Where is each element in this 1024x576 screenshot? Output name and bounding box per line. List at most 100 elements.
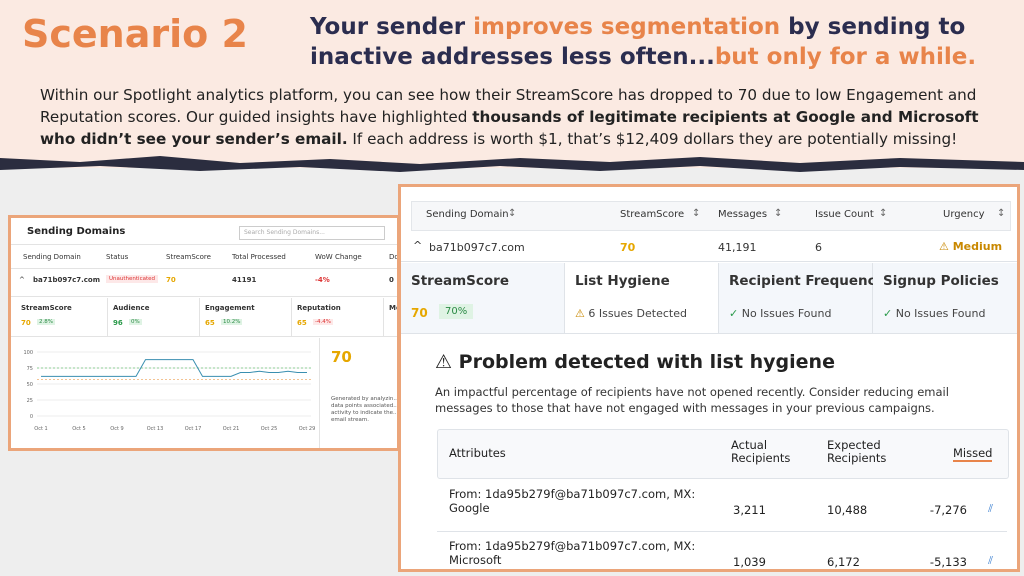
status-text: 6 Issues Detected <box>588 307 687 320</box>
panel-title: Sending Domains <box>27 226 126 237</box>
attributes-header <box>437 429 1009 479</box>
problem-text: An impactful percentage of recipients ha… <box>435 385 949 415</box>
y-tick-label: 50 <box>27 382 33 388</box>
x-tick-label: Oct 21 <box>223 426 240 432</box>
wow-change: -4% <box>315 276 330 284</box>
column-header: StreamScore <box>166 253 211 261</box>
y-tick-label: 100 <box>23 350 33 356</box>
warning-icon: ⚠ <box>435 351 459 373</box>
sort-icon: ↕ <box>508 208 517 219</box>
sort-icon: ↕ <box>997 208 1006 219</box>
score-value: 65 <box>205 319 215 327</box>
headline-part: Your sender <box>310 14 474 40</box>
actual: 3,211 <box>733 503 766 517</box>
card-signup-policies[interactable]: Signup Policies ✓ No Issues Found <box>873 263 1017 333</box>
score-label: Reputation <box>297 304 341 312</box>
x-tick-label: Oct 17 <box>185 426 202 432</box>
divider <box>291 298 292 336</box>
x-tick-label: Oct 29 <box>299 426 316 432</box>
y-tick-label: 25 <box>27 398 33 404</box>
side-score: 70 <box>331 348 352 366</box>
intro-part: thousands of legitimate recipients at Go… <box>40 108 979 148</box>
problem-title-text: Problem detected with list hygiene <box>458 351 835 373</box>
divider <box>11 336 397 337</box>
headline: Your sender improves segmentation by sen… <box>310 12 990 72</box>
headline-part: but only for a while. <box>714 44 977 70</box>
urgency: ⚠ Medium <box>939 240 1002 253</box>
card-recipient-frequency[interactable]: Recipient Frequency ✓ No Issues Found <box>719 263 884 333</box>
trend-icon: ⫽ <box>988 502 993 515</box>
score-line <box>41 359 307 377</box>
score-label: Audience <box>113 304 150 312</box>
side-text: Generated by analyzin... data points ass… <box>331 396 399 423</box>
card-streamscore[interactable]: StreamScore 70 70% <box>401 263 565 333</box>
headline-part: improves segmentation <box>473 14 781 40</box>
issue-count: 6 <box>815 241 822 254</box>
divider <box>11 244 397 245</box>
y-tick-label: 75 <box>27 366 33 372</box>
total-processed: 41191 <box>232 276 257 284</box>
card-status: ⚠ 6 Issues Detected <box>575 307 687 320</box>
trend-icon: ⫽ <box>988 554 993 567</box>
score-value: 70 <box>21 319 31 327</box>
urgency-value: Medium <box>952 240 1003 253</box>
card-title: Recipient Frequency <box>729 273 885 289</box>
sort-icon: ↕ <box>692 208 701 219</box>
intro-part: If each address is worth $1, that’s $12,… <box>347 130 958 148</box>
card-status: ✓ No Issues Found <box>729 307 832 320</box>
card-title: Signup Policies <box>883 273 999 289</box>
table-header <box>411 201 1011 231</box>
col-header: Attributes <box>449 446 506 460</box>
card-value: 70 <box>411 306 428 320</box>
card-title: List Hygiene <box>575 273 670 289</box>
x-tick-label: Oct 13 <box>147 426 164 432</box>
search-box[interactable]: Search Sending Domains... <box>239 226 385 240</box>
col-header: Actual Recipients <box>731 438 791 465</box>
column-header: Urgency <box>943 209 985 220</box>
col-header: Expected Recipients <box>827 438 887 465</box>
status-badge: Unauthenticated <box>106 275 158 283</box>
attribute: From: 1da95b279f@ba71b097c7.com, MX: Mic… <box>449 539 696 567</box>
actual: 1,039 <box>733 555 766 569</box>
sort-icon: ↕ <box>879 208 888 219</box>
score-change: -4.4% <box>313 319 333 325</box>
column-header: Do <box>389 253 399 261</box>
divider <box>107 298 108 336</box>
domain: ba71b097c7.com <box>33 276 101 284</box>
score-label: Engagement <box>205 304 255 312</box>
problem-title: ⚠ Problem detected with list hygiene <box>435 351 835 373</box>
score-change: 10.2% <box>221 319 243 325</box>
torn-edge <box>0 156 1024 172</box>
column-header: WoW Change <box>315 253 362 261</box>
streamscore: 70 <box>620 241 636 254</box>
divider <box>401 261 1017 262</box>
column-header: Sending Domain <box>23 253 81 261</box>
expand-icon[interactable]: ^ <box>19 276 25 284</box>
messages: 41,191 <box>718 241 757 254</box>
divider <box>383 298 384 336</box>
card-list-hygiene[interactable]: List Hygiene ⚠ 6 Issues Detected <box>565 263 719 333</box>
sending-domains-panel: Sending Domains Search Sending Domains..… <box>8 215 400 451</box>
col-header[interactable]: Missed <box>953 446 993 462</box>
missed: -7,276 <box>929 503 967 517</box>
x-tick-label: Oct 5 <box>72 426 85 432</box>
score-label: StreamScore <box>21 304 72 312</box>
card-status: ✓ No Issues Found <box>883 307 986 320</box>
intro-part: Within our Spotlight analytics platform,… <box>40 86 977 126</box>
card-title: StreamScore <box>411 273 509 289</box>
divider <box>199 298 200 336</box>
x-tick-label: Oct 25 <box>261 426 278 432</box>
column-header: Status <box>106 253 129 261</box>
sort-icon: ↕ <box>774 208 783 219</box>
top-band <box>0 0 1024 168</box>
divider <box>401 333 1017 334</box>
expand-icon[interactable]: ^ <box>413 239 423 252</box>
divider <box>319 338 320 448</box>
status-text: No Issues Found <box>741 307 832 320</box>
column-header: Sending Domain <box>426 209 509 220</box>
warning-icon: ⚠ <box>939 240 953 253</box>
score-change: 0% <box>129 319 142 325</box>
score-value: 65 <box>297 319 307 327</box>
expected: 6,172 <box>827 555 860 569</box>
